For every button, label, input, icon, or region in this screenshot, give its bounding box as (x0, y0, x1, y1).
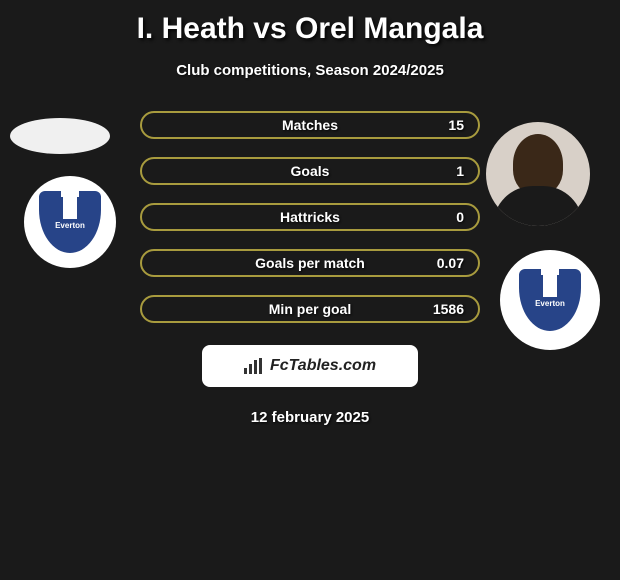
player-right-avatar (486, 122, 590, 226)
stat-right-value: 15 (434, 117, 464, 133)
stat-label: Goals per match (255, 255, 365, 271)
stat-label: Matches (282, 117, 338, 133)
stat-row: Goals per match 0.07 (140, 249, 480, 277)
stat-label: Goals (291, 163, 330, 179)
stat-label: Hattricks (280, 209, 340, 225)
fctables-logo[interactable]: FcTables.com (202, 345, 418, 387)
stat-right-value: 0 (434, 209, 464, 225)
stat-row: Min per goal 1586 (140, 295, 480, 323)
stat-row: Hattricks 0 (140, 203, 480, 231)
player-right-club-badge: Everton (500, 250, 600, 350)
stat-right-value: 0.07 (434, 255, 464, 271)
player-left-avatar (10, 118, 110, 154)
player-left-club-badge: Everton (24, 176, 116, 268)
bar-chart-icon (244, 358, 264, 374)
logo-text: FcTables.com (270, 357, 376, 375)
stat-row: Goals 1 (140, 157, 480, 185)
date-label: 12 february 2025 (0, 409, 620, 426)
stat-right-value: 1586 (433, 301, 464, 317)
everton-badge-icon: Everton (39, 191, 101, 253)
everton-badge-icon: Everton (519, 269, 581, 331)
stat-row: Matches 15 (140, 111, 480, 139)
subtitle: Club competitions, Season 2024/2025 (0, 62, 620, 79)
stat-right-value: 1 (434, 163, 464, 179)
page-title: I. Heath vs Orel Mangala (0, 0, 620, 46)
stat-label: Min per goal (269, 301, 351, 317)
